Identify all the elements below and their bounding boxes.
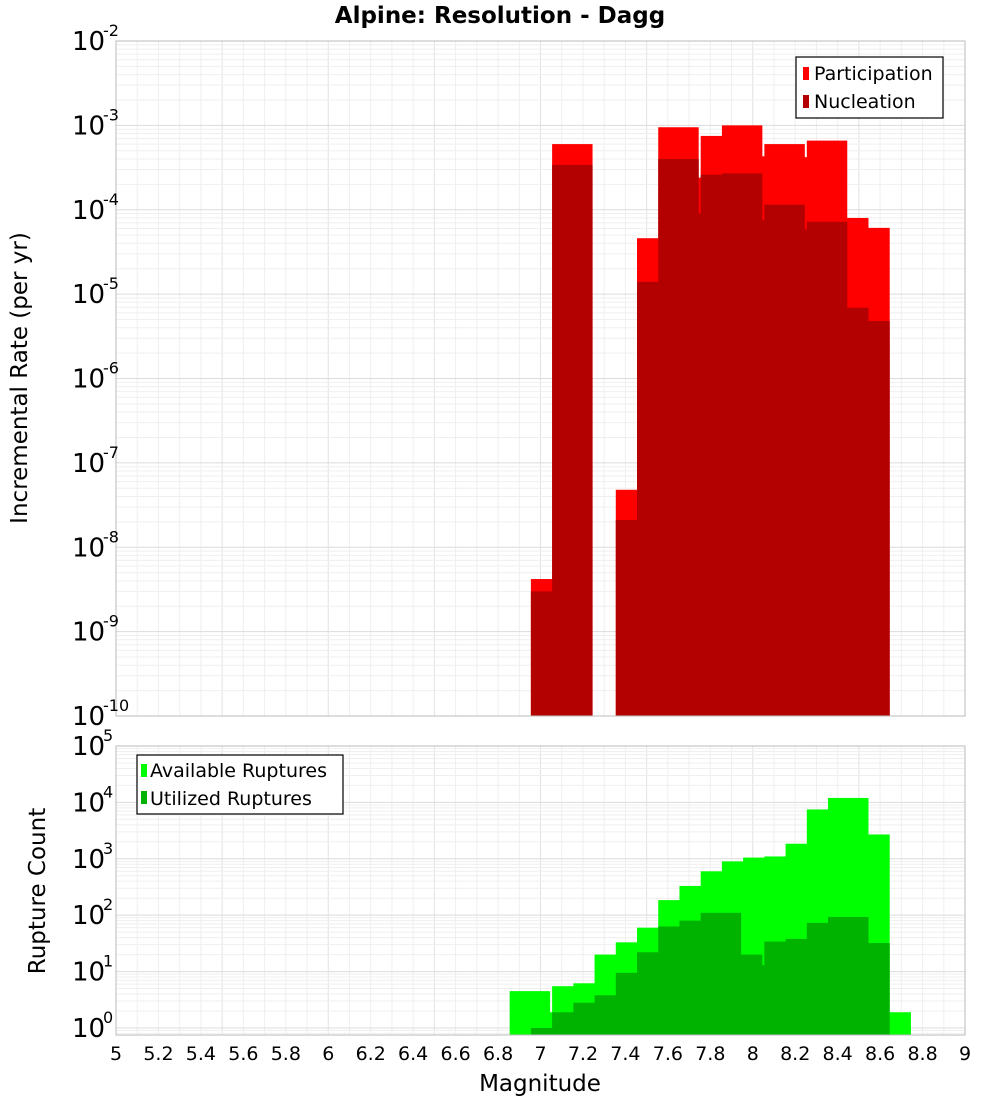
y-tick-base: 10: [72, 958, 105, 988]
chart-title: Alpine: Resolution - Dagg: [335, 3, 665, 29]
x-tick-labels: 5 5.2 5.4 5.6 5.8 6 6.2 6.4 6.6 6.8 7 7.2 7.4 7.6 7.8 8…: [110, 1043, 971, 1065]
legend-swatch-participation: [803, 67, 809, 80]
x-tick-label: 5: [110, 1043, 122, 1065]
bottom-plot-frame: [115, 745, 966, 1036]
x-tick-label: 6.6: [440, 1043, 470, 1065]
legend-swatch-available-ruptures: [141, 764, 147, 777]
y-tick-base: 10: [72, 788, 105, 818]
y-tick-label: 104: [72, 782, 113, 818]
legend-swatch-utilized-ruptures: [141, 791, 147, 804]
y-tick-exponent: -4: [103, 190, 119, 209]
y-tick-exponent: 3: [103, 839, 113, 858]
top-legend: Participation Nucleation: [795, 56, 944, 119]
x-tick-label: 8.8: [907, 1043, 937, 1065]
y-tick-exponent: 2: [103, 895, 113, 914]
y-tick-label: 10-7: [72, 443, 119, 479]
y-tick-label: 103: [72, 839, 113, 875]
y-tick-exponent: -5: [103, 274, 119, 293]
x-tick-label: 5.2: [143, 1043, 173, 1065]
top-legend-box: [795, 56, 944, 119]
y-tick-base: 10: [72, 901, 105, 931]
legend-label-nucleation: Nucleation: [814, 91, 916, 113]
y-tick-exponent: -2: [103, 21, 119, 40]
y-tick-exponent: 5: [103, 726, 113, 745]
y-tick-label: 101: [72, 952, 113, 988]
y-tick-exponent: 1: [103, 952, 113, 971]
y-tick-exponent: 0: [103, 1008, 113, 1027]
x-tick-label: 9: [959, 1043, 971, 1065]
bottom-legend: Available Ruptures Utilized Ruptures: [136, 754, 344, 815]
y-tick-base: 10: [72, 618, 105, 648]
y-tick-exponent: -9: [103, 612, 119, 631]
y-tick-label: 10-10: [72, 696, 129, 732]
x-tick-label: 6.2: [356, 1043, 386, 1065]
x-tick-label: 8.6: [865, 1043, 895, 1065]
top-bar-s1: [552, 164, 593, 716]
x-tick-label: 7: [534, 1043, 546, 1065]
y-tick-exponent: -8: [103, 527, 119, 546]
y-tick-label: 10-9: [72, 612, 119, 648]
legend-label-utilized-ruptures: Utilized Ruptures: [150, 788, 312, 810]
y-tick-exponent: -3: [103, 105, 119, 124]
y-tick-base: 10: [72, 845, 105, 875]
x-tick-label: 7.4: [610, 1043, 640, 1065]
x-tick-label: 7.2: [568, 1043, 598, 1065]
y-tick-label: 10-3: [72, 105, 119, 141]
y-tick-base: 10: [72, 732, 105, 762]
y-tick-exponent: -6: [103, 359, 119, 378]
top-y-axis-label: Incremental Rate (per yr): [7, 232, 33, 524]
y-tick-base: 10: [72, 449, 105, 479]
y-tick-base: 10: [72, 196, 105, 226]
y-tick-base: 10: [72, 1014, 105, 1044]
y-tick-base: 10: [72, 533, 105, 563]
y-tick-base: 10: [72, 27, 105, 57]
top-bar-s1: [849, 321, 890, 716]
y-tick-label: 10-8: [72, 527, 119, 563]
bottom-bars: [509, 797, 911, 1035]
x-tick-label: 7.6: [653, 1043, 683, 1065]
bottom-bar-s1: [530, 1027, 572, 1035]
top-bars: [530, 125, 890, 717]
x-tick-label: 8: [747, 1043, 759, 1065]
bottom-legend-box: [136, 754, 344, 815]
y-tick-base: 10: [72, 280, 105, 310]
y-tick-exponent: 4: [103, 782, 113, 801]
x-tick-label: 6: [322, 1043, 334, 1065]
y-tick-exponent: -10: [103, 696, 129, 715]
y-tick-label: 100: [72, 1008, 113, 1044]
bottom-bar-s1: [849, 943, 890, 1035]
y-tick-label: 10-5: [72, 274, 119, 310]
legend-label-available-ruptures: Available Ruptures: [150, 760, 327, 782]
y-tick-base: 10: [72, 365, 105, 395]
y-tick-label: 105: [72, 726, 113, 762]
legend-swatch-nucleation: [803, 95, 809, 108]
bottom-y-axis-label: Rupture Count: [25, 808, 51, 974]
x-tick-label: 5.6: [228, 1043, 258, 1065]
x-tick-label: 6.8: [483, 1043, 513, 1065]
x-tick-label: 8.2: [780, 1043, 810, 1065]
y-tick-label: 10-6: [72, 359, 119, 395]
x-tick-label: 5.8: [271, 1043, 301, 1065]
top-plot-frame: [115, 40, 966, 717]
x-tick-label: 5.4: [186, 1043, 216, 1065]
legend-label-participation: Participation: [814, 63, 933, 85]
y-tick-label: 10-4: [72, 190, 119, 226]
y-tick-label: 10-2: [72, 21, 119, 57]
x-tick-label: 6.4: [398, 1043, 428, 1065]
y-tick-label: 102: [72, 895, 113, 931]
y-tick-base: 10: [72, 111, 105, 141]
x-axis-label: Magnitude: [479, 1071, 601, 1097]
x-tick-label: 8.4: [823, 1043, 853, 1065]
y-tick-exponent: -7: [103, 443, 119, 462]
y-tick-base: 10: [72, 702, 105, 732]
x-tick-label: 7.8: [695, 1043, 725, 1065]
